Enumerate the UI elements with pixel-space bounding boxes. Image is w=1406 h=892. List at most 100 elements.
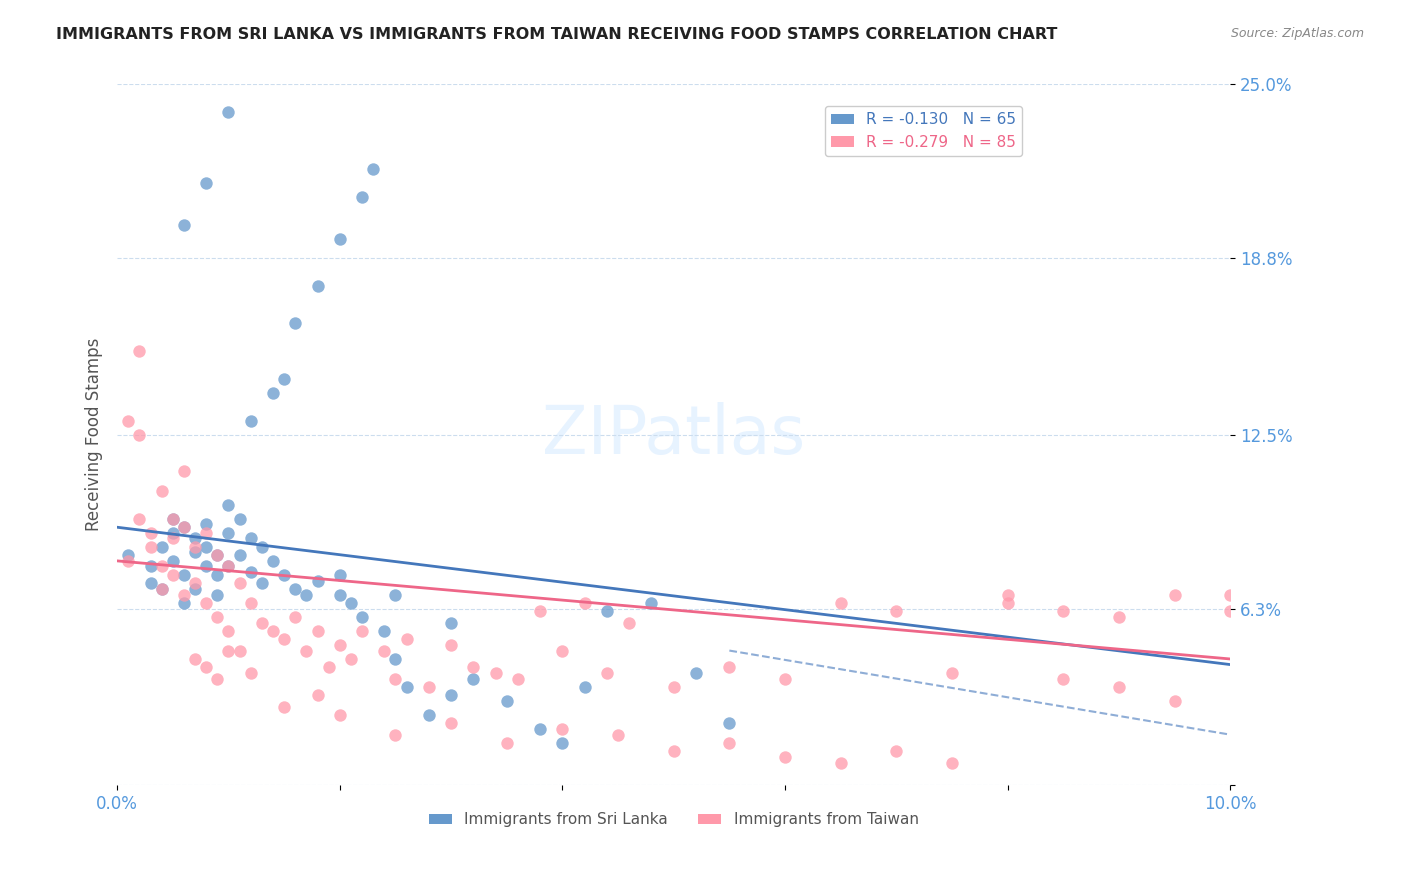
Point xyxy=(718,716,741,731)
Point xyxy=(662,744,685,758)
Point xyxy=(273,632,295,647)
Point xyxy=(228,643,250,657)
Point xyxy=(1108,680,1130,694)
Point xyxy=(329,638,352,652)
Point xyxy=(997,587,1019,601)
Point xyxy=(273,699,295,714)
Point xyxy=(1219,587,1241,601)
Point xyxy=(551,722,574,736)
Point xyxy=(596,604,619,618)
Point xyxy=(173,464,195,478)
Point xyxy=(218,498,240,512)
Point xyxy=(352,624,374,638)
Point xyxy=(250,540,273,554)
Point xyxy=(273,372,295,386)
Point xyxy=(239,414,262,428)
Point xyxy=(150,483,173,498)
Point xyxy=(173,587,195,601)
Point xyxy=(195,559,218,574)
Point xyxy=(440,615,463,630)
Point xyxy=(139,559,162,574)
Point xyxy=(218,105,240,120)
Point xyxy=(463,672,485,686)
Point xyxy=(207,610,229,624)
Point xyxy=(295,587,318,601)
Point xyxy=(195,540,218,554)
Point xyxy=(485,665,508,680)
Point xyxy=(941,756,963,770)
Point xyxy=(173,218,195,232)
Point xyxy=(551,736,574,750)
Point xyxy=(262,624,284,638)
Point xyxy=(195,517,218,532)
Point xyxy=(718,660,741,674)
Point xyxy=(207,568,229,582)
Point xyxy=(529,722,551,736)
Point xyxy=(662,680,685,694)
Point xyxy=(218,525,240,540)
Point xyxy=(250,615,273,630)
Point xyxy=(150,540,173,554)
Text: ZIPatlas: ZIPatlas xyxy=(543,401,806,467)
Point xyxy=(162,512,184,526)
Point xyxy=(307,689,329,703)
Point xyxy=(574,680,596,694)
Point xyxy=(207,587,229,601)
Point xyxy=(128,427,150,442)
Point xyxy=(262,385,284,400)
Point xyxy=(173,520,195,534)
Point xyxy=(607,728,630,742)
Point xyxy=(384,587,406,601)
Point xyxy=(162,568,184,582)
Point xyxy=(218,624,240,638)
Point xyxy=(506,672,529,686)
Point xyxy=(329,568,352,582)
Point xyxy=(239,596,262,610)
Point xyxy=(352,189,374,203)
Point xyxy=(495,694,517,708)
Point xyxy=(139,525,162,540)
Point xyxy=(184,545,207,559)
Point xyxy=(1108,610,1130,624)
Point xyxy=(195,660,218,674)
Point xyxy=(284,582,307,596)
Point xyxy=(218,643,240,657)
Point xyxy=(941,665,963,680)
Point xyxy=(150,582,173,596)
Point xyxy=(1052,604,1074,618)
Point xyxy=(239,565,262,579)
Point xyxy=(318,660,340,674)
Point xyxy=(184,540,207,554)
Point xyxy=(830,756,852,770)
Point xyxy=(307,624,329,638)
Point xyxy=(117,414,139,428)
Point xyxy=(352,610,374,624)
Point xyxy=(551,643,574,657)
Point xyxy=(162,554,184,568)
Point xyxy=(128,343,150,358)
Point xyxy=(384,728,406,742)
Point xyxy=(395,680,418,694)
Point xyxy=(218,559,240,574)
Point xyxy=(340,652,363,666)
Point xyxy=(440,638,463,652)
Point xyxy=(184,532,207,546)
Point xyxy=(228,512,250,526)
Point xyxy=(117,549,139,563)
Point xyxy=(373,624,395,638)
Point xyxy=(239,532,262,546)
Point xyxy=(640,596,662,610)
Point xyxy=(1163,587,1185,601)
Point xyxy=(307,279,329,293)
Point xyxy=(619,615,641,630)
Point xyxy=(773,750,796,764)
Point xyxy=(139,576,162,591)
Point xyxy=(463,660,485,674)
Point xyxy=(173,520,195,534)
Point xyxy=(228,549,250,563)
Point xyxy=(239,665,262,680)
Point xyxy=(529,604,551,618)
Point xyxy=(495,736,517,750)
Point xyxy=(218,559,240,574)
Point xyxy=(373,643,395,657)
